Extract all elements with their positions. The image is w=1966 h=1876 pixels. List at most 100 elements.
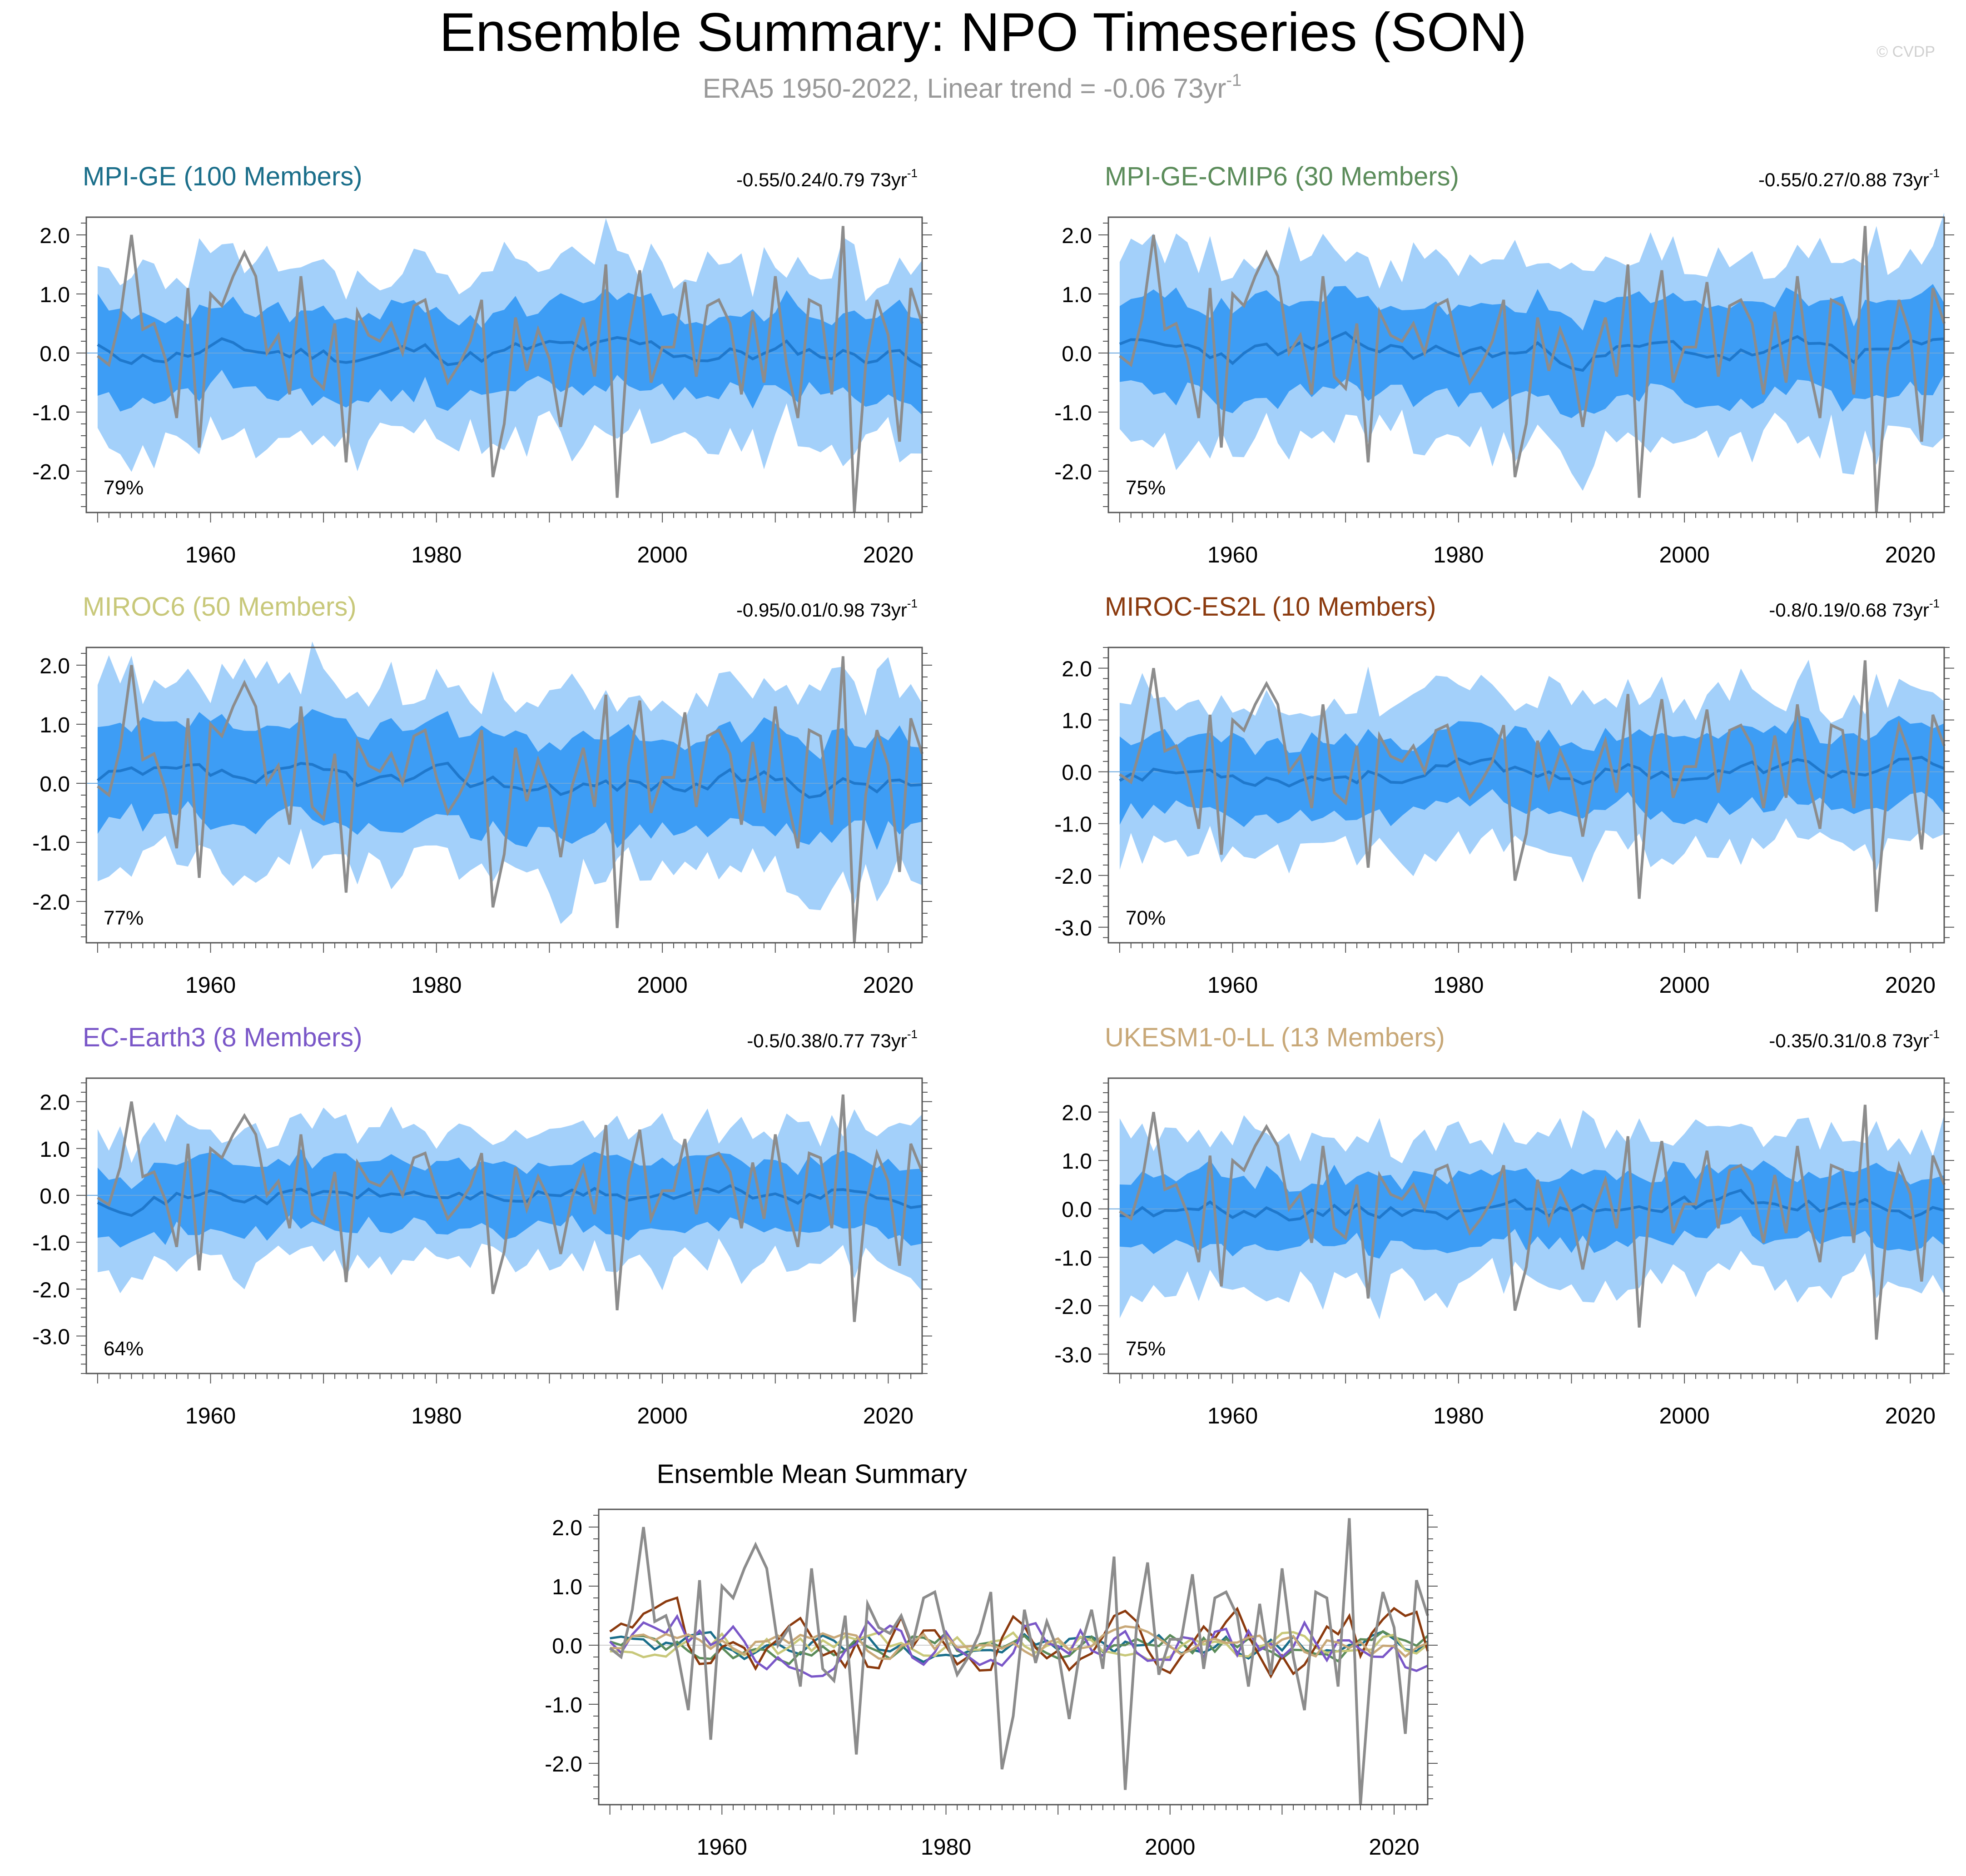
y-tick-label: 1.0 xyxy=(40,1138,70,1162)
y-tick-label: 2.0 xyxy=(1062,1101,1092,1125)
y-tick-label: 2.0 xyxy=(40,224,70,248)
x-tick-label: 2000 xyxy=(1659,1403,1709,1428)
y-tick-label: 0.0 xyxy=(40,1184,70,1209)
x-tick-label: 1960 xyxy=(1207,972,1258,998)
y-tick-label: -2.0 xyxy=(545,1752,582,1776)
percent-label: 75% xyxy=(1126,1338,1166,1360)
figure-title: Ensemble Summary: NPO Timeseries (SON) xyxy=(439,2,1527,63)
x-tick-label: 2000 xyxy=(1659,542,1709,567)
trend-text: -0.55/0.27/0.88 73yr xyxy=(1758,169,1929,190)
observed-era5-line xyxy=(1119,226,1946,513)
x-tick-label: 2020 xyxy=(1885,972,1936,998)
trend-label: -0.5/0.38/0.77 73yr-1 xyxy=(747,1027,918,1051)
y-tick-label: 0.0 xyxy=(1062,342,1092,366)
y-tick-label: -1.0 xyxy=(545,1693,582,1717)
percent-label: 77% xyxy=(104,907,144,929)
trend-label: -0.55/0.27/0.88 73yr-1 xyxy=(1758,166,1940,190)
observed-era5-line xyxy=(97,656,923,943)
panel-title: UKESM1-0-LL (13 Members) xyxy=(1105,1023,1445,1052)
percent-label: 70% xyxy=(1126,907,1166,929)
x-tick-label: 1980 xyxy=(411,1403,462,1428)
x-tick-label: 1980 xyxy=(1433,542,1484,567)
x-tick-label: 1980 xyxy=(411,542,462,567)
panel-miroc-es2l: 2.0 1.0 0.0 -1.0 -2.0 -3.0 1960 1980 2000 2020 MIR… xyxy=(1054,592,1954,998)
x-tick-label: 1960 xyxy=(1207,1403,1258,1428)
percent-label: 79% xyxy=(104,477,144,499)
spread-band-25-75 xyxy=(1119,284,1944,418)
x-tick-label: 1980 xyxy=(1433,972,1484,998)
x-tick-label: 2020 xyxy=(1369,1834,1419,1860)
observed-era5-line xyxy=(1119,660,1946,912)
trend-text: -0.8/0.19/0.68 73yr xyxy=(1769,599,1929,621)
trend-label: -0.95/0.01/0.98 73yr-1 xyxy=(736,597,918,621)
x-tick-label: 2000 xyxy=(637,1403,687,1428)
trend-superscript: -1 xyxy=(907,597,918,610)
x-tick-label: 1980 xyxy=(1433,1403,1484,1428)
spread-band-25-75 xyxy=(97,709,922,850)
y-tick-label: -1.0 xyxy=(1054,813,1092,837)
figure-subtitle: ERA5 1950-2022, Linear trend = -0.06 73y… xyxy=(703,71,1241,104)
x-tick-label: 1960 xyxy=(185,542,236,567)
panel-title: Ensemble Mean Summary xyxy=(657,1459,967,1489)
percent-label: 64% xyxy=(104,1338,144,1360)
x-tick-label: 2020 xyxy=(1885,542,1936,567)
y-tick-label: -1.0 xyxy=(32,1231,70,1255)
x-tick-label: 2000 xyxy=(637,972,687,998)
y-tick-label: -1.0 xyxy=(1054,401,1092,425)
observed-era5-line xyxy=(609,1518,1429,1805)
trend-label: -0.35/0.31/0.8 73yr-1 xyxy=(1769,1027,1940,1051)
y-tick-label: -3.0 xyxy=(1054,916,1092,940)
panel-title: MIROC6 (50 Members) xyxy=(83,592,357,622)
trend-label: -0.55/0.24/0.79 73yr-1 xyxy=(736,166,918,190)
x-tick-label: 1960 xyxy=(697,1834,747,1860)
x-tick-label: 2020 xyxy=(863,542,913,567)
y-tick-label: 1.0 xyxy=(1062,283,1092,307)
panel-ec-earth3: 2.0 1.0 0.0 -1.0 -2.0 -3.0 1960 1980 2000 2020 EC-… xyxy=(32,1023,932,1428)
panel-title: MPI-GE (100 Members) xyxy=(83,162,362,191)
percent-label: 75% xyxy=(1126,477,1166,499)
trend-text: -0.35/0.31/0.8 73yr xyxy=(1769,1030,1929,1051)
y-tick-label: 2.0 xyxy=(552,1516,582,1540)
x-tick-label: 1980 xyxy=(921,1834,971,1860)
x-tick-label: 2020 xyxy=(1885,1403,1936,1428)
y-tick-label: 0.0 xyxy=(1062,1198,1092,1222)
y-tick-label: 2.0 xyxy=(40,1091,70,1115)
panel-title: MIROC-ES2L (10 Members) xyxy=(1105,592,1436,622)
x-tick-label: 1960 xyxy=(185,972,236,998)
y-tick-label: -2.0 xyxy=(1054,460,1092,484)
y-tick-label: 0.0 xyxy=(40,772,70,796)
panel-title: MPI-GE-CMIP6 (30 Members) xyxy=(1105,162,1459,191)
y-tick-label: 1.0 xyxy=(552,1575,582,1599)
y-tick-label: 1.0 xyxy=(40,713,70,737)
panel-ukesm1-0-ll: 2.0 1.0 0.0 -1.0 -2.0 -3.0 1960 1980 2000 2020 UKE… xyxy=(1054,1023,1954,1428)
panel-title: EC-Earth3 (8 Members) xyxy=(83,1023,362,1052)
observed-era5-line xyxy=(97,1094,923,1322)
observed-era5-line xyxy=(97,226,923,513)
y-tick-label: 2.0 xyxy=(1062,657,1092,682)
y-tick-label: -1.0 xyxy=(32,401,70,425)
trend-text: -0.55/0.24/0.79 73yr xyxy=(736,169,907,190)
subtitle-superscript: -1 xyxy=(1226,71,1241,90)
panel-mpi-ge-cmip6: 2.0 1.0 0.0 -1.0 -2.0 1960 1980 2000 2020 MPI-GE-… xyxy=(1054,162,1954,567)
y-tick-label: 0.0 xyxy=(1062,761,1092,785)
y-tick-label: -2.0 xyxy=(1054,865,1092,889)
trend-label: -0.8/0.19/0.68 73yr-1 xyxy=(1769,597,1940,621)
trend-superscript: -1 xyxy=(1929,166,1940,180)
y-tick-label: 0.0 xyxy=(40,342,70,366)
spread-band-25-75 xyxy=(97,1149,922,1248)
x-tick-label: 2020 xyxy=(863,972,913,998)
x-tick-label: 2000 xyxy=(1145,1834,1195,1860)
y-tick-label: 0.0 xyxy=(552,1634,582,1658)
y-tick-label: -2.0 xyxy=(32,891,70,915)
y-tick-label: -2.0 xyxy=(32,460,70,484)
trend-superscript: -1 xyxy=(907,1027,918,1041)
subtitle-text: ERA5 1950-2022, Linear trend = -0.06 73y… xyxy=(703,73,1226,104)
trend-text: -0.5/0.38/0.77 73yr xyxy=(747,1030,907,1051)
watermark: © CVDP xyxy=(1877,43,1935,60)
spread-band-25-75 xyxy=(1119,715,1944,827)
observed-era5-line xyxy=(1119,1105,1946,1340)
y-tick-label: 2.0 xyxy=(1062,224,1092,248)
y-tick-label: 1.0 xyxy=(40,283,70,307)
plot-frame xyxy=(598,1508,1429,1806)
